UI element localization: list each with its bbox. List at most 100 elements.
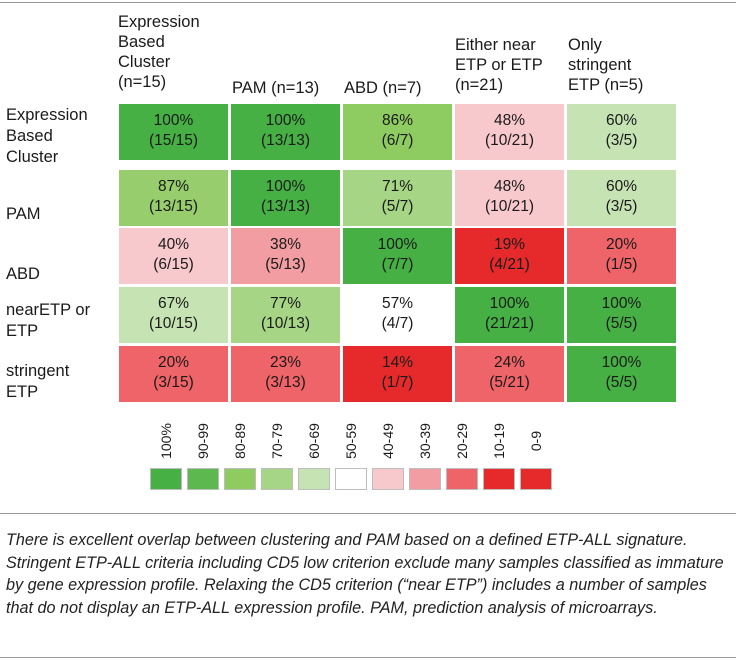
cell-fraction: (13/15) [148,198,199,215]
col-header-line: (n=21) [455,76,504,94]
cell-percent: 100% [601,295,642,312]
cell-percent: 60% [605,112,638,129]
cell-fraction: (6/15) [153,256,194,273]
mid-rule [0,513,736,514]
cell-percent: 23% [269,354,302,371]
col-header-either-near-etp: Either near ETP or ETP (n=21) [455,35,543,95]
cell-fraction: (5/21) [489,374,530,391]
cell-percent: 48% [493,112,526,129]
legend-swatch [483,468,515,490]
heatmap-cell: 86% (6/7) [343,104,452,160]
row-header-line: Based [6,127,53,145]
legend-swatch [187,468,219,490]
legend-label: 0-9 [528,430,544,452]
legend-label: 30-39 [417,423,433,459]
legend-label: 80-89 [232,423,248,459]
col-header-line: Expression [118,13,200,31]
cell-percent: 19% [493,236,526,253]
cell-percent: 24% [493,354,526,371]
heatmap-cell: 100% (13/13) [231,104,340,160]
heatmap-cell: 60% (3/5) [567,170,676,226]
cell-fraction: (5/13) [265,256,306,273]
cell-fraction: (13/13) [260,198,311,215]
cell-percent: 14% [381,354,414,371]
col-header-line: Either near [455,36,536,54]
col-header-line: Only [568,36,602,54]
row-header-line: PAM [6,205,41,223]
col-header-line: ABD (n=7) [344,79,422,97]
cell-percent: 87% [157,178,190,195]
legend-swatch [520,468,552,490]
legend-swatch [372,468,404,490]
cell-fraction: (21/21) [484,315,535,332]
row-header-near-etp: nearETP or ETP [6,300,90,342]
cell-percent: 48% [493,178,526,195]
col-header-line: Based [118,33,165,51]
cell-fraction: (5/5) [605,374,638,391]
heatmap-cell: 48% (10/21) [455,104,564,160]
heatmap-cell: 67% (10/15) [119,287,228,343]
legend-label: 70-79 [269,423,285,459]
row-header-abd: ABD [6,264,40,285]
row-header-line: stringent [6,362,70,380]
col-header-line: Cluster [118,53,171,71]
heatmap-cell: 100% (13/13) [231,170,340,226]
cell-fraction: (4/7) [381,315,414,332]
heatmap-cell: 100% (7/7) [343,228,452,284]
cell-percent: 67% [157,295,190,312]
row-header-stringent-etp: stringent ETP [6,361,69,403]
row-header-line: ETP [6,383,39,401]
heatmap-cell: 57% (4/7) [343,287,452,343]
legend-swatch [446,468,478,490]
col-header-only-stringent: Only stringent ETP (n=5) [568,35,643,95]
col-header-line: ETP (n=5) [568,76,644,94]
legend-label: 100% [158,423,174,459]
col-header-line: PAM (n=13) [232,79,320,97]
row-header-expression-cluster: Expression Based Cluster [6,105,88,168]
heatmap-cell: 71% (5/7) [343,170,452,226]
col-header-line: ETP or ETP [455,56,543,74]
top-rule [0,2,736,3]
col-header-abd: ABD (n=7) [344,78,422,98]
cell-fraction: (10/21) [484,132,535,149]
cell-fraction: (5/5) [605,315,638,332]
heatmap-cell: 14% (1/7) [343,346,452,402]
bottom-rule [0,657,736,658]
heatmap-cell: 100% (15/15) [119,104,228,160]
heatmap-cell: 19% (4/21) [455,228,564,284]
heatmap-cell: 77% (10/13) [231,287,340,343]
cell-percent: 86% [381,112,414,129]
heatmap-cell: 100% (5/5) [567,346,676,402]
row-header-line: ABD [6,265,40,283]
cell-percent: 20% [157,354,190,371]
cell-fraction: (4/21) [489,256,530,273]
legend-label: 20-29 [454,423,470,459]
cell-percent: 100% [601,354,642,371]
heatmap-cell: 38% (5/13) [231,228,340,284]
heatmap-cell: 60% (3/5) [567,104,676,160]
row-header-line: Expression [6,106,88,124]
cell-fraction: (1/5) [605,256,638,273]
legend-swatch [224,468,256,490]
cell-percent: 40% [157,236,190,253]
legend-swatch [298,468,330,490]
cell-fraction: (3/5) [605,198,638,215]
cell-percent: 100% [153,112,194,129]
cell-percent: 20% [605,236,638,253]
cell-fraction: (3/15) [153,374,194,391]
cell-fraction: (10/13) [260,315,311,332]
table-caption: There is excellent overlap between clust… [6,531,724,617]
row-header-line: ETP [6,322,39,340]
heatmap-cell: 24% (5/21) [455,346,564,402]
row-header-line: Cluster [6,148,59,166]
cell-fraction: (6/7) [381,132,414,149]
col-header-pam: PAM (n=13) [232,78,319,98]
heatmap-cell: 20% (1/5) [567,228,676,284]
cell-fraction: (5/7) [381,198,414,215]
cell-fraction: (3/5) [605,132,638,149]
cell-percent: 100% [377,236,418,253]
legend-label: 50-59 [343,423,359,459]
cell-fraction: (10/21) [484,198,535,215]
legend-swatch [409,468,441,490]
row-header-pam: PAM [6,204,41,225]
